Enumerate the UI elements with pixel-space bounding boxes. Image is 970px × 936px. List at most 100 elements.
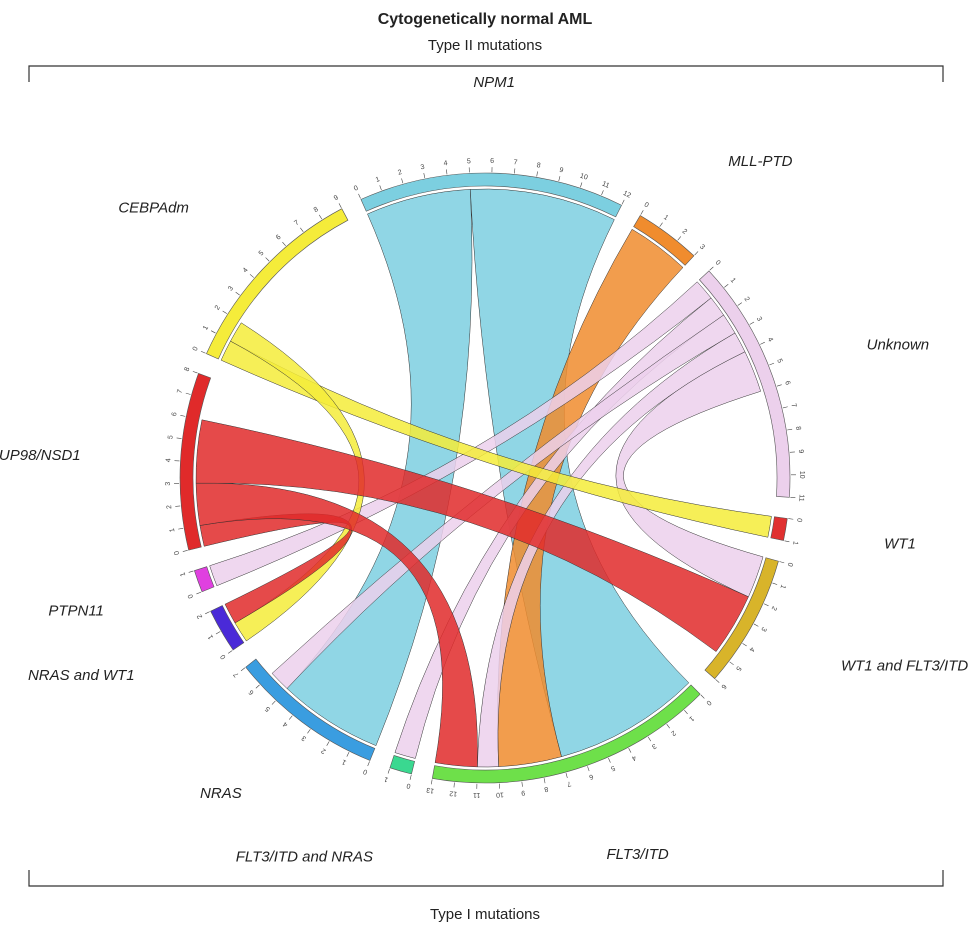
tick-mark bbox=[177, 438, 182, 439]
tick-mark bbox=[300, 228, 303, 232]
tick-mark bbox=[211, 331, 215, 333]
tick-label: 2 bbox=[166, 505, 173, 510]
tick-label: 3 bbox=[301, 734, 308, 742]
tick-mark bbox=[410, 775, 411, 780]
tick-mark bbox=[602, 190, 604, 195]
tick-label: 1 bbox=[791, 540, 799, 545]
tick-mark bbox=[228, 651, 232, 654]
tick-label: 3 bbox=[650, 742, 657, 750]
tick-label: 9 bbox=[797, 449, 804, 454]
tick-label: 4 bbox=[443, 160, 448, 167]
tick-mark bbox=[424, 173, 425, 178]
tick-mark bbox=[660, 223, 663, 227]
tick-mark bbox=[754, 624, 758, 626]
tick-mark bbox=[772, 583, 777, 585]
tick-label: 4 bbox=[165, 458, 172, 462]
tick-label: 1 bbox=[778, 584, 786, 590]
tick-label: 1 bbox=[662, 214, 669, 222]
tick-mark bbox=[678, 236, 681, 240]
tick-label: 3 bbox=[755, 316, 763, 323]
segment-label: FLT3/ITD and NRAS bbox=[236, 849, 373, 866]
tick-mark bbox=[622, 200, 624, 204]
tick-mark bbox=[282, 242, 285, 246]
segment-label: FLT3/ITD bbox=[607, 846, 669, 863]
tick-label: 10 bbox=[798, 471, 805, 479]
tick-label: 5 bbox=[775, 358, 783, 364]
tick-mark bbox=[764, 604, 769, 606]
tick-mark bbox=[566, 773, 567, 778]
tick-mark bbox=[256, 685, 260, 688]
tick-mark bbox=[196, 592, 201, 594]
tick-mark bbox=[307, 729, 310, 733]
tick-label: 2 bbox=[770, 605, 778, 612]
bottom-bracket bbox=[29, 870, 943, 886]
tick-mark bbox=[250, 274, 254, 277]
tick-label: 1 bbox=[207, 633, 215, 640]
tick-label: 3 bbox=[165, 482, 172, 486]
segment-label: NRAS and WT1 bbox=[28, 667, 135, 684]
tick-mark bbox=[347, 752, 349, 756]
tick-label: 0 bbox=[795, 518, 802, 523]
tick-label: 1 bbox=[169, 527, 177, 532]
tick-mark bbox=[186, 393, 191, 394]
tick-mark bbox=[784, 541, 789, 542]
tick-label: 8 bbox=[313, 206, 320, 214]
tick-label: 10 bbox=[496, 791, 504, 798]
tick-label: 5 bbox=[734, 665, 742, 672]
tick-label: 0 bbox=[187, 593, 195, 599]
tick-mark bbox=[368, 761, 370, 766]
segment-label: WT1 and FLT3/ITD bbox=[841, 657, 968, 674]
tick-label: 11 bbox=[473, 791, 481, 798]
tick-label: 7 bbox=[513, 159, 518, 166]
tick-label: 6 bbox=[171, 412, 179, 417]
tick-mark bbox=[223, 311, 227, 314]
segment-label: NRAS bbox=[200, 785, 242, 802]
tick-mark bbox=[193, 371, 198, 373]
tick-label: 11 bbox=[797, 494, 804, 502]
tick-mark bbox=[180, 415, 185, 416]
tick-mark bbox=[178, 528, 183, 529]
segment-arc bbox=[771, 517, 788, 541]
tick-mark bbox=[359, 194, 361, 199]
segment-label: WT1 bbox=[884, 536, 916, 553]
tick-mark bbox=[641, 210, 644, 214]
tick-mark bbox=[629, 748, 631, 752]
tick-mark bbox=[241, 668, 245, 671]
tick-label: 1 bbox=[341, 758, 348, 766]
tick-label: 5 bbox=[167, 435, 174, 440]
tick-label: 2 bbox=[214, 304, 222, 311]
tick-label: 8 bbox=[794, 426, 802, 431]
tick-mark bbox=[183, 550, 188, 551]
tick-mark bbox=[216, 631, 220, 634]
chart-title: Cytogenetically normal AML bbox=[378, 11, 593, 28]
tick-label: 7 bbox=[176, 389, 184, 395]
tick-label: 0 bbox=[406, 781, 412, 789]
tick-label: 0 bbox=[219, 653, 227, 660]
tick-mark bbox=[779, 562, 784, 563]
tick-mark bbox=[701, 695, 705, 699]
tick-label: 0 bbox=[704, 699, 712, 707]
tick-label: 8 bbox=[536, 162, 541, 170]
tick-label: 4 bbox=[282, 720, 290, 728]
tick-label: 12 bbox=[449, 789, 458, 797]
tick-label: 6 bbox=[720, 683, 728, 691]
tick-label: 0 bbox=[173, 550, 181, 556]
tick-label: 0 bbox=[353, 185, 360, 193]
tick-label: 1 bbox=[383, 775, 389, 783]
tick-mark bbox=[544, 778, 545, 783]
tick-mark bbox=[380, 185, 382, 190]
tick-mark bbox=[742, 643, 746, 646]
tick-label: 10 bbox=[579, 173, 589, 182]
tick-label: 7 bbox=[566, 779, 572, 787]
segment-arc bbox=[390, 755, 415, 774]
tick-label: 9 bbox=[521, 789, 526, 796]
tick-label: 3 bbox=[420, 164, 425, 172]
tick-label: 8 bbox=[184, 366, 192, 372]
tick-label: 0 bbox=[786, 562, 794, 568]
tick-label: 7 bbox=[789, 403, 797, 408]
tick-mark bbox=[327, 741, 330, 745]
tick-label: 0 bbox=[362, 767, 368, 775]
tick-label: 12 bbox=[622, 190, 632, 200]
tick-mark bbox=[730, 662, 734, 665]
